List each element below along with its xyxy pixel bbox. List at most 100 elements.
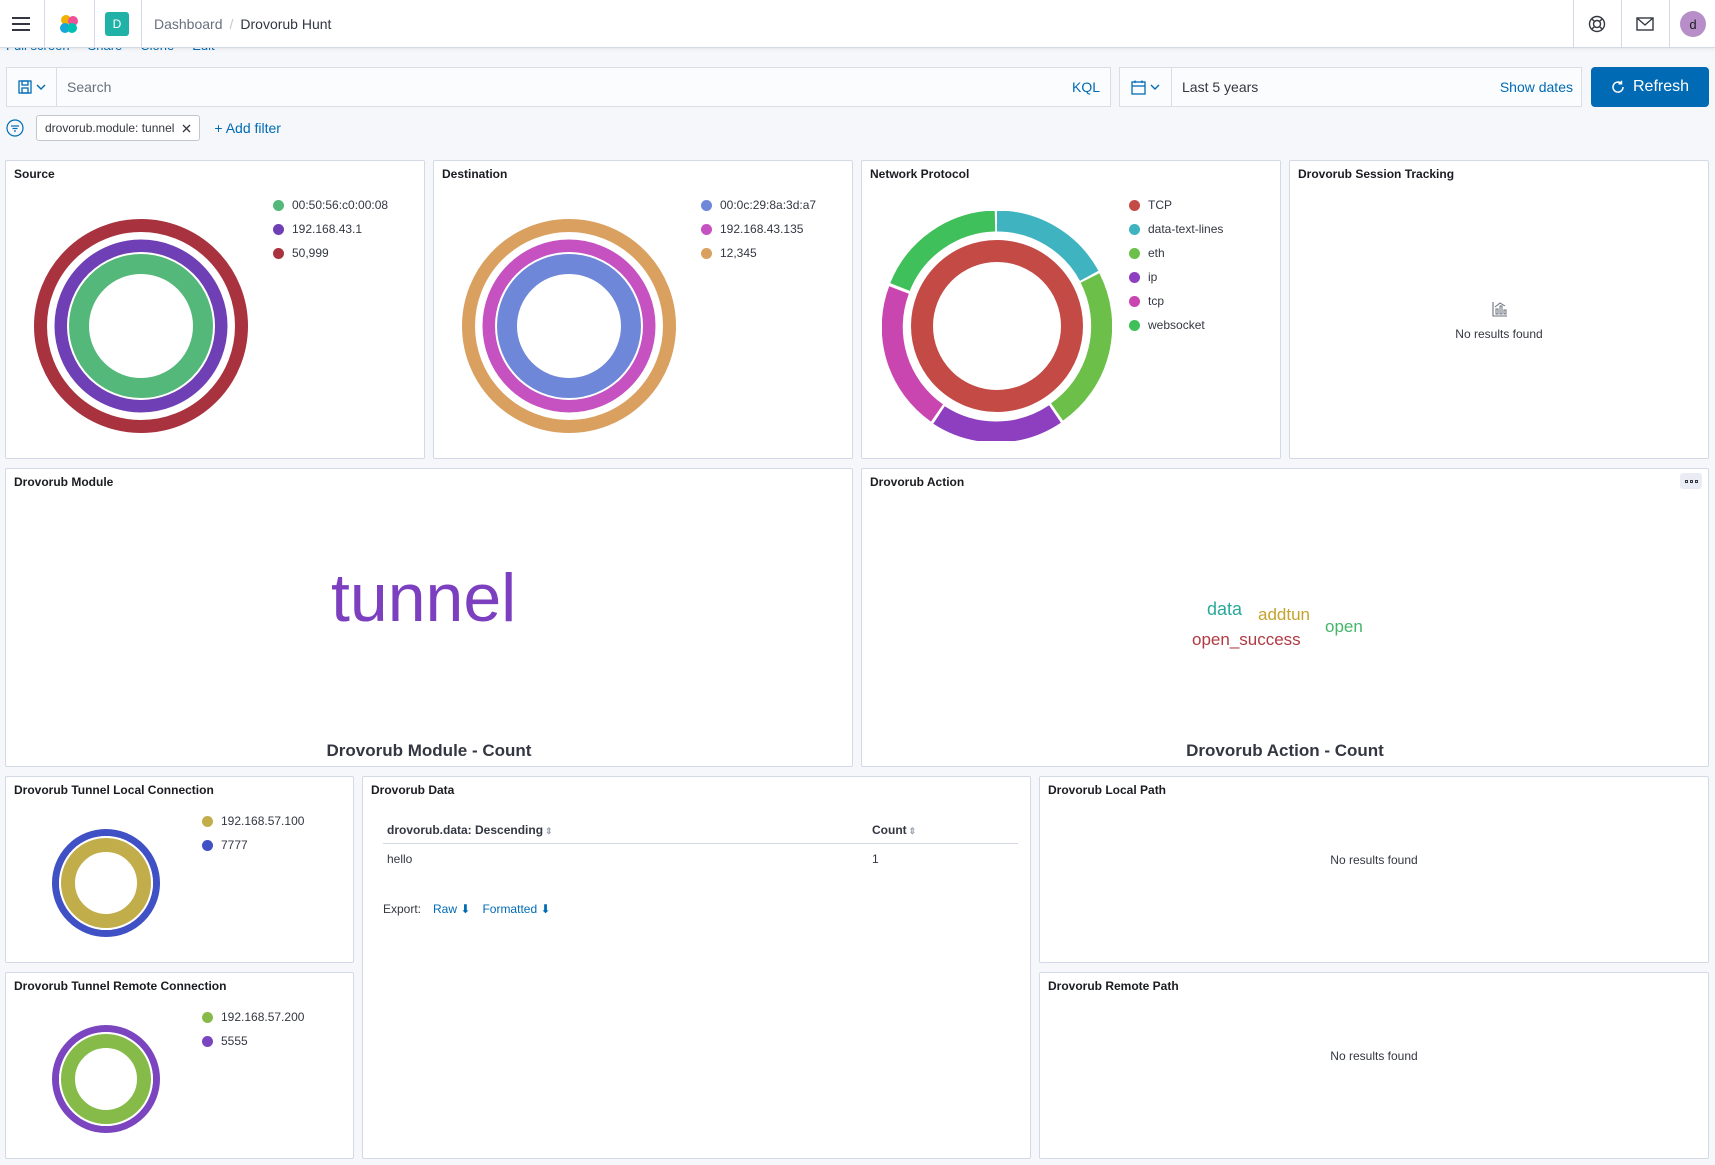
remote-ring-outer[interactable] bbox=[52, 1025, 160, 1133]
panel-title: Drovorub Action bbox=[870, 475, 965, 489]
legend-item[interactable]: websocket bbox=[1129, 313, 1223, 337]
panel-source: Source 00:50:56:c0:00:08 192.168.43.1 50… bbox=[5, 160, 425, 459]
panel-title: Drovorub Tunnel Remote Connection bbox=[14, 979, 227, 993]
data-table: drovorub.data: Descending ⇕ Count ⇕ hello … bbox=[383, 817, 1018, 874]
destination-donut-chart bbox=[462, 219, 676, 433]
source-ring-inner[interactable] bbox=[69, 254, 213, 398]
refresh-icon bbox=[1612, 80, 1624, 93]
download-icon: ⬇ bbox=[540, 902, 551, 916]
legend-item[interactable]: 12,345 bbox=[701, 241, 816, 265]
legend-item[interactable]: 192.168.43.135 bbox=[701, 217, 816, 241]
protocol-slice-tcp[interactable] bbox=[882, 286, 944, 422]
legend-item[interactable]: 00:50:56:c0:00:08 bbox=[273, 193, 388, 217]
legend-item[interactable]: 00:0c:29:8a:3d:a7 bbox=[701, 193, 816, 217]
legend-item[interactable]: 192.168.57.200 bbox=[202, 1005, 304, 1029]
legend-label: 12,345 bbox=[720, 246, 757, 260]
legend-item[interactable]: 192.168.57.100 bbox=[202, 809, 304, 833]
export-formatted-link[interactable]: Formatted ⬇ bbox=[482, 902, 550, 916]
tagcloud-word-addtun[interactable]: addtun bbox=[1258, 605, 1310, 624]
show-dates-link[interactable]: Show dates bbox=[1499, 79, 1573, 95]
local-ring-outer[interactable] bbox=[52, 829, 160, 937]
legend-label: 192.168.43.1 bbox=[292, 222, 363, 236]
local-ring-inner[interactable] bbox=[61, 838, 151, 928]
protocol-slice-websocket[interactable] bbox=[890, 211, 996, 292]
refresh-button[interactable]: Refresh bbox=[1591, 67, 1709, 107]
column-header-label: Count bbox=[872, 823, 907, 837]
tagcloud-word-tunnel[interactable]: tunnel bbox=[331, 560, 517, 636]
table-cell: hello bbox=[387, 852, 413, 866]
filter-options-icon[interactable] bbox=[6, 119, 24, 137]
destination-ring-middle[interactable] bbox=[482, 239, 656, 413]
column-header-count[interactable]: Count ⇕ bbox=[868, 817, 1018, 844]
filter-pill-label: drovorub.module: tunnel bbox=[45, 121, 175, 135]
quick-select-button[interactable] bbox=[1120, 68, 1172, 106]
protocol-legend: TCP data-text-lines eth ip tcp websocket bbox=[1129, 193, 1223, 337]
query-bar: Search KQL bbox=[6, 67, 1111, 107]
export-raw-link[interactable]: Raw ⬇ bbox=[433, 902, 470, 916]
refresh-label: Refresh bbox=[1632, 78, 1690, 95]
remote-connection-legend: 192.168.57.200 5555 bbox=[202, 1005, 304, 1053]
legend-label: eth bbox=[1148, 246, 1165, 260]
legend-label: tcp bbox=[1148, 294, 1165, 308]
remote-ring-inner[interactable] bbox=[61, 1034, 151, 1124]
add-filter-button[interactable]: + Add filter bbox=[214, 120, 281, 136]
destination-ring-inner[interactable] bbox=[497, 254, 641, 398]
legend-item[interactable]: eth bbox=[1129, 241, 1223, 265]
legend-label: 00:0c:29:8a:3d:a7 bbox=[720, 198, 817, 212]
protocol-donut-chart bbox=[882, 211, 1112, 441]
legend-item[interactable]: 5555 bbox=[202, 1029, 304, 1053]
table-cell: 1 bbox=[872, 852, 879, 866]
chevron-down-icon bbox=[1150, 84, 1160, 90]
legend-item[interactable]: 192.168.43.1 bbox=[273, 217, 388, 241]
legend-item[interactable]: data-text-lines bbox=[1129, 217, 1223, 241]
legend-label: 00:50:56:c0:00:08 bbox=[292, 198, 389, 212]
tagcloud-word-open[interactable]: open bbox=[1325, 617, 1363, 636]
source-legend: 00:50:56:c0:00:08 192.168.43.1 50,999 bbox=[273, 193, 388, 265]
tagcloud-word-open-success[interactable]: open_success bbox=[1192, 630, 1301, 649]
legend-label: TCP bbox=[1148, 198, 1172, 212]
protocol-slice-data-text-lines[interactable] bbox=[996, 211, 1099, 282]
protocol-slice-tcp-root[interactable] bbox=[911, 240, 1083, 412]
panel-title: Drovorub Local Path bbox=[1048, 783, 1167, 797]
legend-item[interactable]: ip bbox=[1129, 265, 1223, 289]
export-raw-label: Raw bbox=[433, 902, 458, 916]
panel-drovorub-action: Drovorub Action data addtun open open_su… bbox=[861, 468, 1709, 767]
kql-toggle[interactable]: KQL bbox=[1071, 79, 1100, 95]
source-ring-outer[interactable] bbox=[34, 219, 248, 433]
no-results-text: No results found bbox=[1455, 327, 1543, 341]
protocol-slice-ip[interactable] bbox=[933, 405, 1061, 441]
panel-title: Drovorub Session Tracking bbox=[1298, 167, 1455, 181]
export-row: Export: Raw ⬇ Formatted ⬇ bbox=[383, 902, 551, 916]
panel-options-button[interactable] bbox=[1680, 473, 1702, 489]
saved-query-button[interactable] bbox=[7, 68, 57, 106]
legend-label: 50,999 bbox=[292, 246, 329, 260]
time-range[interactable]: Last 5 years bbox=[1182, 79, 1259, 95]
user-avatar[interactable]: d bbox=[1679, 0, 1707, 48]
legend-item[interactable]: 7777 bbox=[202, 833, 304, 857]
menu-icon[interactable] bbox=[6, 0, 36, 48]
space-avatar[interactable]: D bbox=[105, 0, 129, 48]
sort-icon: ⇕ bbox=[545, 826, 553, 836]
user-initial: d bbox=[1680, 11, 1706, 37]
close-icon[interactable] bbox=[182, 124, 191, 133]
protocol-slice-eth[interactable] bbox=[1050, 273, 1112, 421]
tagcloud-word-data[interactable]: data bbox=[1207, 599, 1243, 619]
no-results-text: No results found bbox=[1330, 853, 1418, 867]
elastic-logo-icon[interactable] bbox=[54, 0, 84, 48]
breadcrumb-dashboard[interactable]: Dashboard bbox=[154, 16, 223, 32]
panel-title: Destination bbox=[442, 167, 508, 181]
filter-pill[interactable]: drovorub.module: tunnel bbox=[36, 115, 201, 141]
destination-ring-outer[interactable] bbox=[462, 219, 676, 433]
legend-item[interactable]: 50,999 bbox=[273, 241, 388, 265]
column-header-data[interactable]: drovorub.data: Descending ⇕ bbox=[383, 817, 868, 844]
panel-local-path: Drovorub Local Path No results found bbox=[1039, 776, 1709, 963]
breadcrumb-current: Drovorub Hunt bbox=[240, 16, 332, 32]
mail-icon[interactable] bbox=[1630, 0, 1660, 48]
search-input[interactable]: Search bbox=[67, 79, 112, 95]
legend-item[interactable]: TCP bbox=[1129, 193, 1223, 217]
panel-destination: Destination 00:0c:29:8a:3d:a7 192.168.43… bbox=[433, 160, 853, 459]
help-icon[interactable] bbox=[1582, 0, 1612, 48]
source-ring-middle[interactable] bbox=[54, 239, 228, 413]
local-connection-donut-chart bbox=[52, 829, 160, 937]
legend-item[interactable]: tcp bbox=[1129, 289, 1223, 313]
